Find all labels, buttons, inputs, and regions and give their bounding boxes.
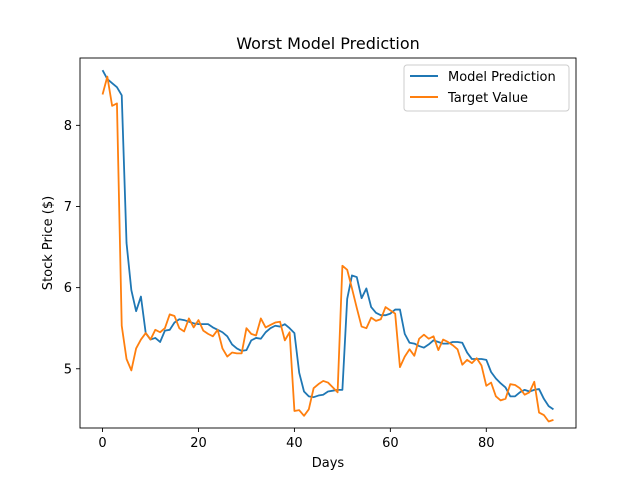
axes-frame [79,57,577,429]
x-tick-label: 60 [382,436,399,451]
x-tick-label: 20 [190,436,207,451]
y-tick-label: 6 [64,281,72,296]
y-tick-label: 5 [64,362,72,377]
x-axis-ticks: 0 20 40 60 80 [98,428,495,451]
x-axis-label: Days [312,456,345,471]
x-tick-label: 80 [478,436,495,451]
y-tick-label: 7 [64,200,72,215]
y-axis-ticks: 5 6 7 8 [64,119,80,377]
series-line-target-value [101,75,554,423]
legend: Model Prediction Target Value [403,64,570,112]
legend-box [403,64,570,112]
series-layer [101,69,554,423]
x-tick-label: 0 [98,436,106,451]
legend-label-target-value: Target Value [447,91,528,106]
x-tick-label: 40 [286,436,303,451]
y-tick-label: 8 [64,119,72,134]
y-axis-label: Stock Price ($) [41,196,56,290]
chart-title: Worst Model Prediction [236,34,420,53]
plot-area [79,57,577,429]
legend-label-model-prediction: Model Prediction [448,70,556,85]
